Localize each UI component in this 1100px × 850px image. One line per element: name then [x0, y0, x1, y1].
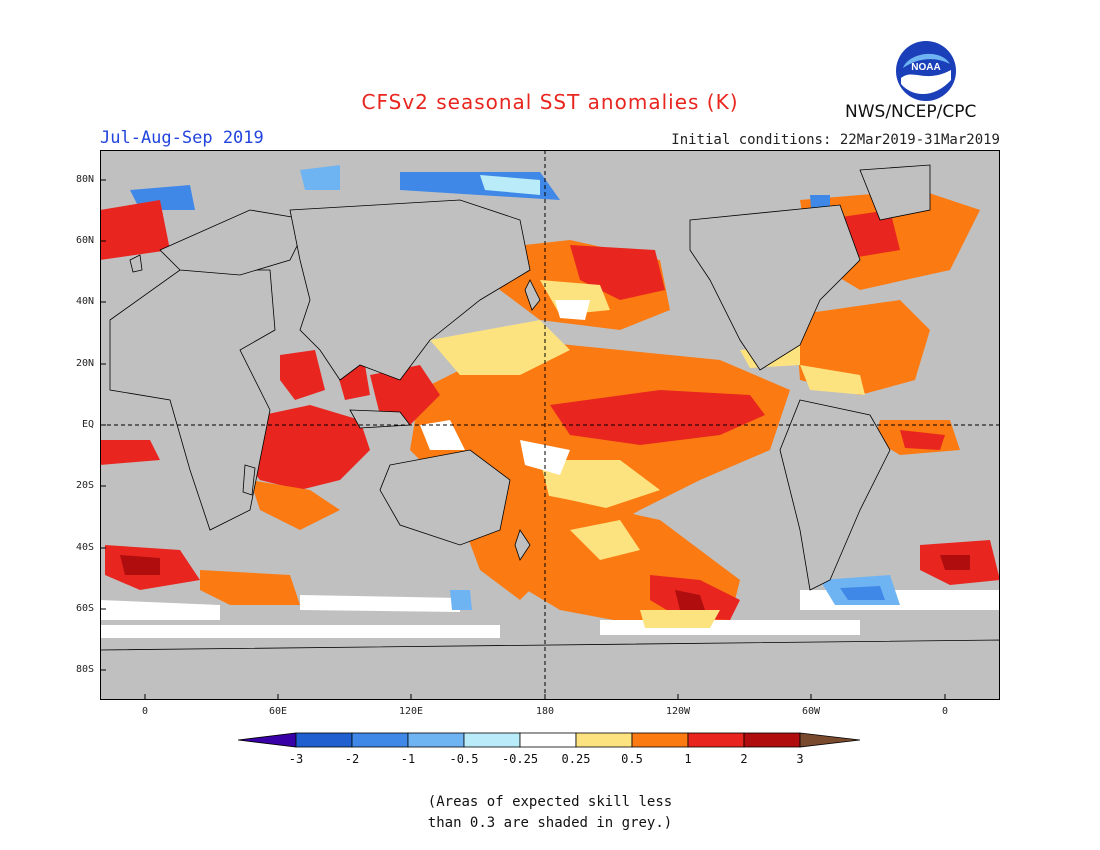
logo-wave: [901, 70, 951, 95]
greenland: [859, 164, 931, 221]
indian-ocean-warm: [235, 405, 370, 490]
skill-footnote: (Areas of expected skill less than 0.3 a…: [0, 792, 1100, 834]
japan: [524, 279, 541, 311]
colorbar-label-neg025: -0.25: [501, 752, 539, 766]
lat-label-60n: 60N: [75, 235, 94, 246]
sst-anomaly-map: [100, 150, 1000, 700]
anomaly-regions: [100, 165, 1000, 638]
madagascar: [242, 464, 256, 496]
season-label: Jul-Aug-Sep 2019: [100, 128, 264, 148]
europe: [159, 209, 311, 276]
colorbar-swatch-6: [575, 732, 633, 748]
maritime-continent-warm: [370, 365, 440, 425]
colorbar-label-neg2: -2: [344, 752, 360, 766]
pacific-neutral-1: [520, 440, 570, 475]
asia: [289, 199, 531, 381]
logo-sky: [903, 53, 950, 68]
tick-marks: [100, 179, 946, 700]
lat-label-20s: 20S: [75, 480, 94, 491]
new-zealand: [514, 529, 531, 561]
colorbar-low-arrow: [237, 732, 297, 748]
africa: [109, 269, 276, 531]
initial-conditions-label: Initial conditions: 22Mar2019-31Mar2019: [671, 132, 1000, 148]
colorbar-swatch-1: [295, 732, 353, 748]
uk: [129, 254, 143, 273]
south-atlantic-cool-strong: [840, 586, 885, 600]
antarctica: [100, 639, 1000, 700]
lon-label-60w: 60W: [801, 706, 821, 717]
colorbar-label-025: 0.25: [561, 752, 591, 766]
lat-label-eq: EQ: [81, 419, 94, 430]
noaa-logo: NOAA: [895, 40, 957, 102]
west-indian-strong: [100, 200, 170, 260]
southern-ocean-white-3: [600, 620, 860, 635]
footnote-line-2: than 0.3 are shaded in grey.): [427, 815, 673, 831]
colorbar-swatch-2: [351, 732, 409, 748]
southern-ocean-white-1: [100, 600, 220, 620]
south-pacific-light-band: [660, 610, 700, 625]
pacific-light-1: [430, 320, 570, 375]
pacific-light-2: [540, 460, 660, 510]
tasman-cool: [450, 590, 472, 610]
colorbar-swatch-4: [463, 732, 521, 748]
colorbar: [237, 730, 868, 780]
agency-label: NWS/NCEP/CPC: [845, 102, 977, 122]
lat-label-40s: 40S: [75, 542, 94, 553]
lon-label-120e: 120E: [398, 706, 424, 717]
colorbar-swatch-5: [519, 732, 577, 748]
south-pacific-light: [570, 520, 640, 560]
colorbar-label-1: 1: [684, 752, 692, 766]
southern-ocean-white-2: [300, 595, 460, 612]
maritime-neutral: [420, 420, 465, 450]
south-pacific-extreme: [675, 590, 705, 610]
north-atlantic-light: [800, 365, 865, 395]
southern-ocean-west-extreme: [120, 555, 160, 575]
lat-label-40n: 40N: [75, 296, 94, 307]
pacific-equatorial-strong: [550, 390, 765, 445]
colorbar-label-3: 3: [796, 752, 804, 766]
lat-label-80s: 80S: [75, 664, 94, 675]
north-pacific-white: [555, 300, 590, 320]
southern-ocean-atlantic-extreme: [940, 555, 970, 570]
colorbar-swatch-8: [687, 732, 745, 748]
lon-label-0: 0: [141, 706, 149, 717]
colorbar-swatch-9: [743, 732, 801, 748]
southern-ocean-white-5: [100, 625, 500, 638]
footnote-line-1: (Areas of expected skill less: [427, 794, 673, 810]
lon-label-120w: 120W: [665, 706, 691, 717]
colorbar-swatch-7: [631, 732, 689, 748]
lat-label-20n: 20N: [75, 358, 94, 369]
colorbar-high-arrow: [799, 732, 861, 748]
colorbar-label-05: 0.5: [621, 752, 643, 766]
colorbar-label-neg05: -0.5: [449, 752, 479, 766]
southern-ocean-indian-warm: [200, 570, 300, 605]
indian-ocean-orange: [250, 480, 340, 530]
arctic-cool-1: [300, 165, 340, 190]
map-title: CFSv2 seasonal SST anomalies (K): [361, 90, 739, 114]
colorbar-swatch-3: [407, 732, 465, 748]
tropical-atlantic-strong: [900, 430, 945, 450]
south-america: [779, 399, 891, 591]
lon-label-180: 180: [535, 706, 555, 717]
colorbar-label-neg3: -3: [288, 752, 304, 766]
australia: [379, 449, 511, 546]
colorbar-label-neg1: -1: [400, 752, 416, 766]
colorbar-label-2: 2: [740, 752, 748, 766]
arctic-cool-3: [480, 175, 540, 195]
lon-label-60e: 60E: [268, 706, 288, 717]
logo-text: NOAA: [911, 62, 940, 73]
arabian-sea-warm: [280, 350, 325, 400]
east-atlantic-strong: [100, 440, 160, 465]
continents: [100, 164, 1000, 700]
lat-label-60s: 60S: [75, 603, 94, 614]
lat-label-80n: 80N: [75, 174, 94, 185]
lon-label-0-right: 0: [941, 706, 949, 717]
north-america: [689, 204, 861, 371]
